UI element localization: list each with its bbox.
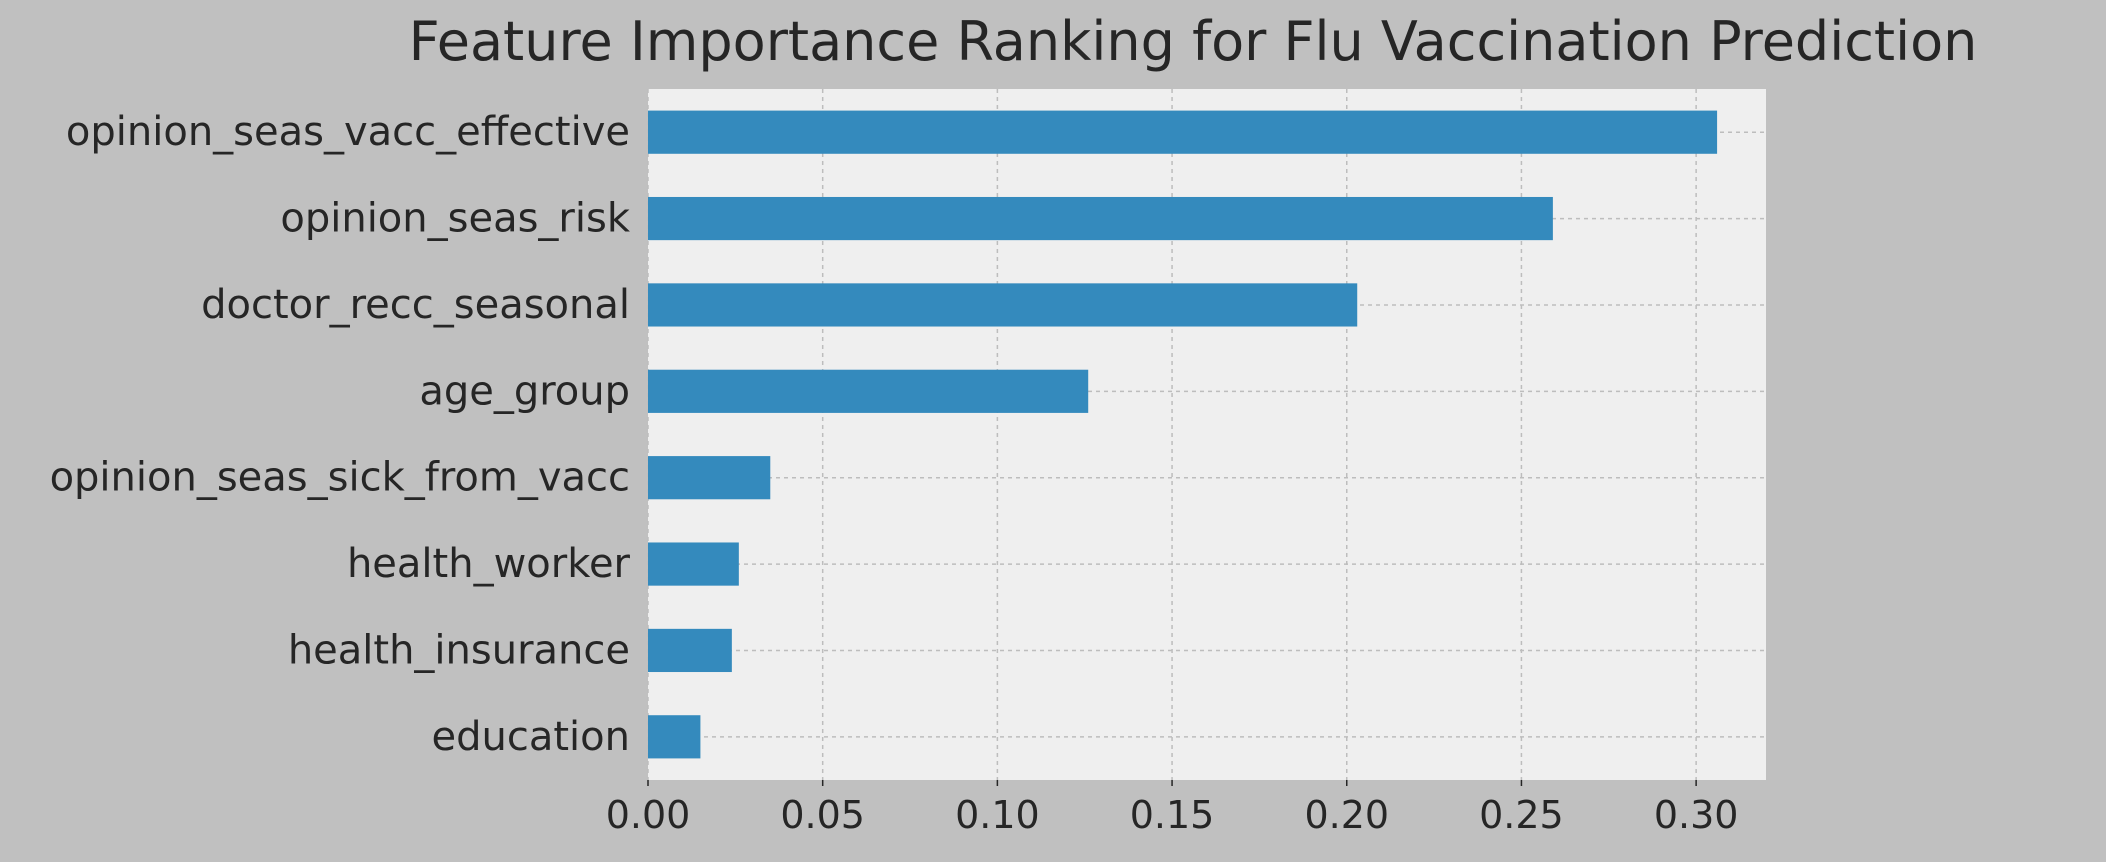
x-tick-label: 0.30	[1654, 793, 1739, 837]
plot-area	[648, 89, 1766, 780]
y-axis-labels: opinion_seas_vacc_effective opinion_seas_…	[50, 109, 631, 760]
x-axis-ticks: 0.00 0.05 0.10 0.15 0.20 0.25 0.30	[606, 780, 1739, 837]
category-label: opinion_seas_vacc_effective	[66, 109, 630, 155]
x-tick-label: 0.05	[780, 793, 865, 837]
x-tick-label: 0.10	[955, 793, 1040, 837]
category-label: health_insurance	[288, 627, 630, 673]
bar	[648, 196, 1553, 241]
x-tick-label: 0.15	[1130, 793, 1215, 837]
chart-title: Feature Importance Ranking for Flu Vacci…	[409, 10, 1978, 73]
x-tick-label: 0.20	[1304, 793, 1389, 837]
category-label: opinion_seas_sick_from_vacc	[50, 455, 630, 501]
category-label: health_worker	[347, 541, 631, 587]
bar	[648, 369, 1089, 413]
bar	[648, 456, 771, 500]
x-tick-label: 0.00	[606, 793, 691, 837]
bar	[648, 110, 1718, 154]
bars	[648, 110, 1718, 759]
category-label: doctor_recc_seasonal	[201, 282, 630, 328]
bar	[648, 628, 732, 673]
category-label: education	[432, 714, 630, 760]
x-tick-label: 0.25	[1479, 793, 1564, 837]
bar	[648, 283, 1358, 327]
bar	[648, 715, 701, 759]
bar	[648, 542, 739, 586]
category-label: age_group	[419, 368, 630, 414]
category-label: opinion_seas_risk	[280, 196, 630, 242]
